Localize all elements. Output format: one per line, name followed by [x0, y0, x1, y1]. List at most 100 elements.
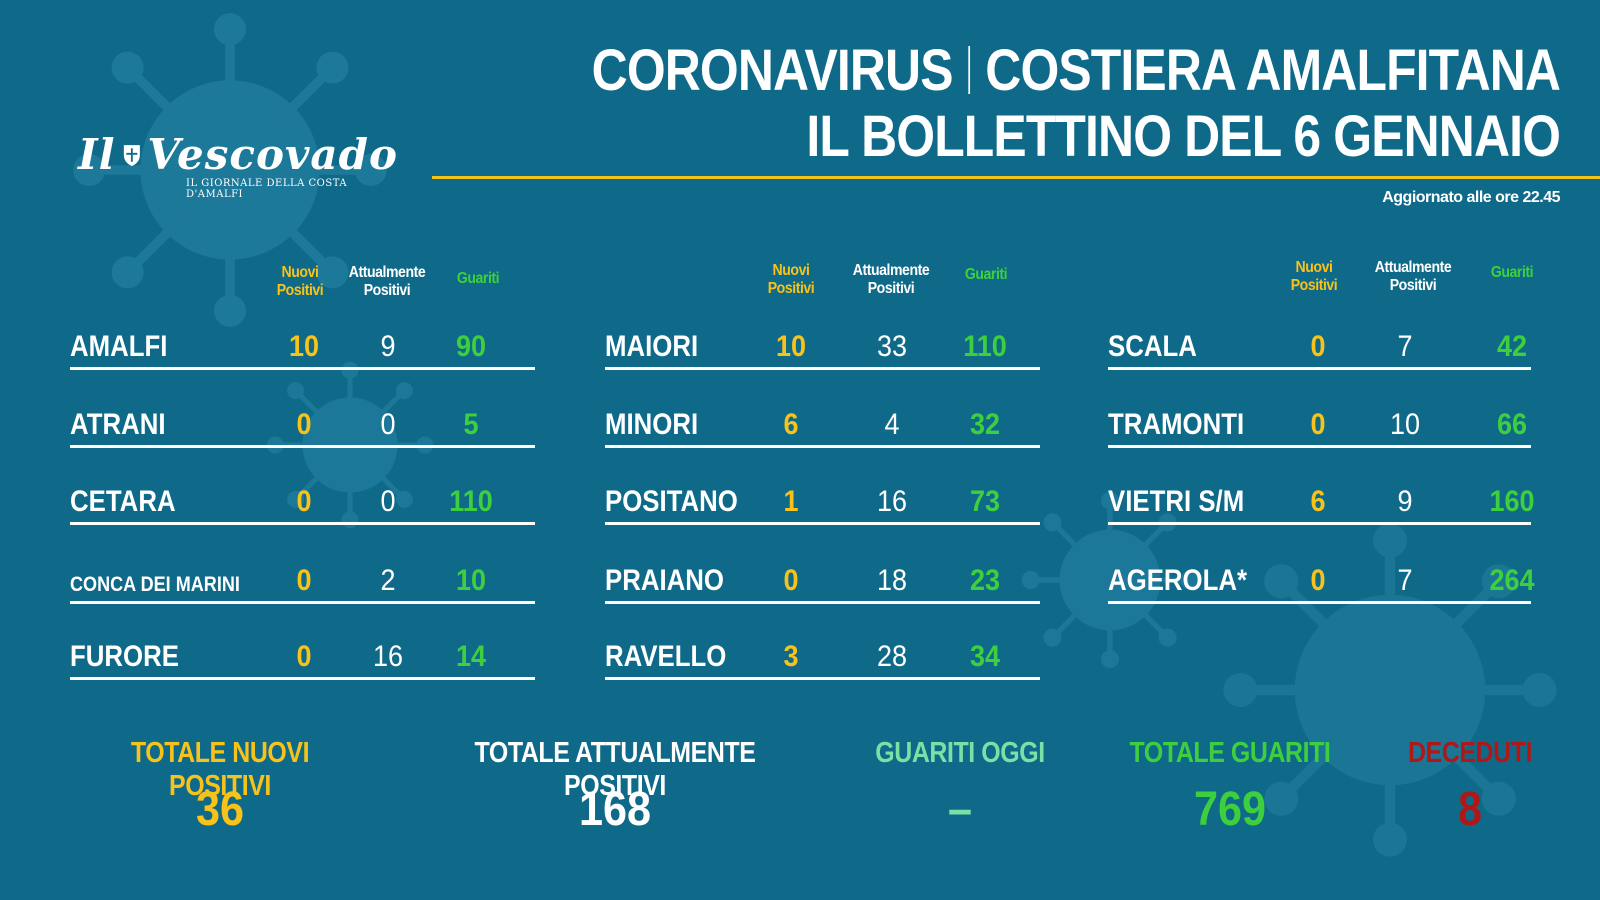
header-label-line: Positivi: [1290, 277, 1338, 294]
header-new-positive: Nuovi Positivi: [1281, 259, 1348, 295]
total-recovered-label: TOTALE GUARITI: [1129, 737, 1331, 769]
header-recovered: Guariti: [964, 266, 1008, 283]
recovered-value: 10: [455, 564, 487, 597]
current-positive-value: 16: [372, 640, 404, 673]
header-label-line: Positivi: [767, 280, 815, 297]
current-positive-value: 10: [1389, 408, 1421, 441]
new-positive-value: 6: [783, 408, 799, 441]
row-rule: [1108, 367, 1531, 370]
town-row: VIETRI S/M 6 9 160: [1108, 475, 1535, 525]
logo-wordmark-right: Vescovado: [147, 130, 398, 179]
new-positive-value: 3: [783, 640, 799, 673]
current-positive-value: 33: [876, 330, 908, 363]
logo-tagline: IL GIORNALE DELLA COSTA D'AMALFI: [186, 178, 348, 200]
recovered-value: 34: [969, 640, 1001, 673]
town-row: PRAIANO 0 18 23: [605, 554, 1040, 604]
town-row: CONCA DEI MARINI 0 2 10: [70, 554, 535, 604]
new-positive-value: 10: [288, 330, 320, 363]
recovered-value: 14: [455, 640, 487, 673]
current-positive-value: 4: [884, 408, 900, 441]
logo: Il Vescovado IL GIORNALE DELLA COSTA D'A…: [78, 130, 398, 201]
header-new-positive: Nuovi Positivi: [758, 262, 825, 298]
town-name: VIETRI S/M: [1108, 485, 1245, 518]
new-positive-value: 6: [1310, 485, 1326, 518]
town-row: ATRANI 0 0 5: [70, 398, 535, 448]
header-label-line: Attualmente: [348, 264, 426, 281]
recovered-today-value: –: [947, 783, 973, 836]
header-label-line: Nuovi: [281, 264, 319, 281]
current-positive-value: 7: [1397, 330, 1413, 363]
current-positive-value: 9: [1397, 485, 1413, 518]
town-name: PRAIANO: [605, 564, 724, 597]
town-row: AGEROLA* 0 7 264: [1108, 554, 1535, 604]
town-row: POSITANO 1 16 73: [605, 475, 1040, 525]
total-current-positive-value: 168: [578, 783, 652, 836]
header-rule: [432, 176, 1600, 179]
total-new-positive-value: 36: [195, 783, 245, 836]
current-positive-value: 2: [380, 564, 396, 597]
header-label-line: Positivi: [867, 280, 915, 297]
town-row: MAIORI 10 33 110: [605, 320, 1040, 370]
recovered-value: 66: [1496, 408, 1528, 441]
header-label-line: Nuovi: [772, 262, 810, 279]
header-label-line: Attualmente: [1374, 259, 1452, 276]
town-name: SCALA: [1108, 330, 1197, 363]
header-recovered: Guariti: [456, 270, 500, 287]
row-rule: [605, 522, 1040, 525]
deaths-value: 8: [1457, 783, 1483, 836]
current-positive-value: 9: [380, 330, 396, 363]
logo-wordmark-left: Il: [78, 130, 116, 179]
town-name: ATRANI: [70, 408, 166, 441]
recovered-value: 110: [963, 330, 1007, 363]
row-rule: [1108, 601, 1531, 604]
town-row: MINORI 6 4 32: [605, 398, 1040, 448]
town-name: RAVELLO: [605, 640, 727, 673]
title-separator: [968, 46, 970, 94]
new-positive-value: 0: [1310, 564, 1326, 597]
header-label-line: Nuovi: [1295, 259, 1333, 276]
new-positive-value: 0: [783, 564, 799, 597]
new-positive-value: 0: [1310, 330, 1326, 363]
recovered-value: 73: [969, 485, 1001, 518]
row-rule: [70, 677, 535, 680]
row-rule: [1108, 522, 1531, 525]
recovered-value: 42: [1496, 330, 1528, 363]
title-region: COSTIERA AMALFITANA: [985, 38, 1561, 103]
current-positive-value: 28: [876, 640, 908, 673]
current-positive-value: 0: [380, 408, 396, 441]
current-positive-value: 16: [876, 485, 908, 518]
recovered-value: 5: [463, 408, 479, 441]
header-label-line: Attualmente: [852, 262, 930, 279]
recovered-value: 264: [1489, 564, 1535, 597]
row-rule: [70, 367, 535, 370]
total-recovered-value: 769: [1193, 783, 1267, 836]
town-name: AMALFI: [70, 330, 168, 363]
header-label-line: Positivi: [276, 282, 324, 299]
title-coronavirus: CORONAVIRUS: [591, 38, 954, 103]
town-name: MINORI: [605, 408, 699, 441]
page-title: CORONAVIRUS COSTIERA AMALFITANA IL BOLLET…: [591, 38, 1561, 170]
town-row: TRAMONTI 0 10 66: [1108, 398, 1531, 448]
new-positive-value: 0: [296, 408, 312, 441]
town-name: CONCA DEI MARINI: [70, 573, 240, 596]
current-positive-value: 7: [1397, 564, 1413, 597]
town-name: CETARA: [70, 485, 176, 518]
recovered-value: 110: [449, 485, 493, 518]
row-rule: [70, 601, 535, 604]
header-current-positive: Attualmente Positivi: [339, 264, 436, 300]
header-label-line: Positivi: [1389, 277, 1437, 294]
row-rule: [1108, 445, 1531, 448]
town-row: AMALFI 10 9 90: [70, 320, 535, 370]
recovered-value: 90: [455, 330, 487, 363]
total-new-positive-label: TOTALE NUOVI POSITIVI: [130, 737, 310, 802]
town-name: AGEROLA*: [1108, 564, 1248, 597]
shield-icon: [123, 145, 140, 167]
new-positive-value: 0: [296, 485, 312, 518]
town-row: CETARA 0 0 110: [70, 475, 535, 525]
town-name: FURORE: [70, 640, 179, 673]
header-current-positive: Attualmente Positivi: [843, 262, 940, 298]
current-positive-value: 18: [876, 564, 908, 597]
row-rule: [605, 677, 1040, 680]
town-row: SCALA 0 7 42: [1108, 320, 1531, 370]
new-positive-value: 10: [775, 330, 807, 363]
